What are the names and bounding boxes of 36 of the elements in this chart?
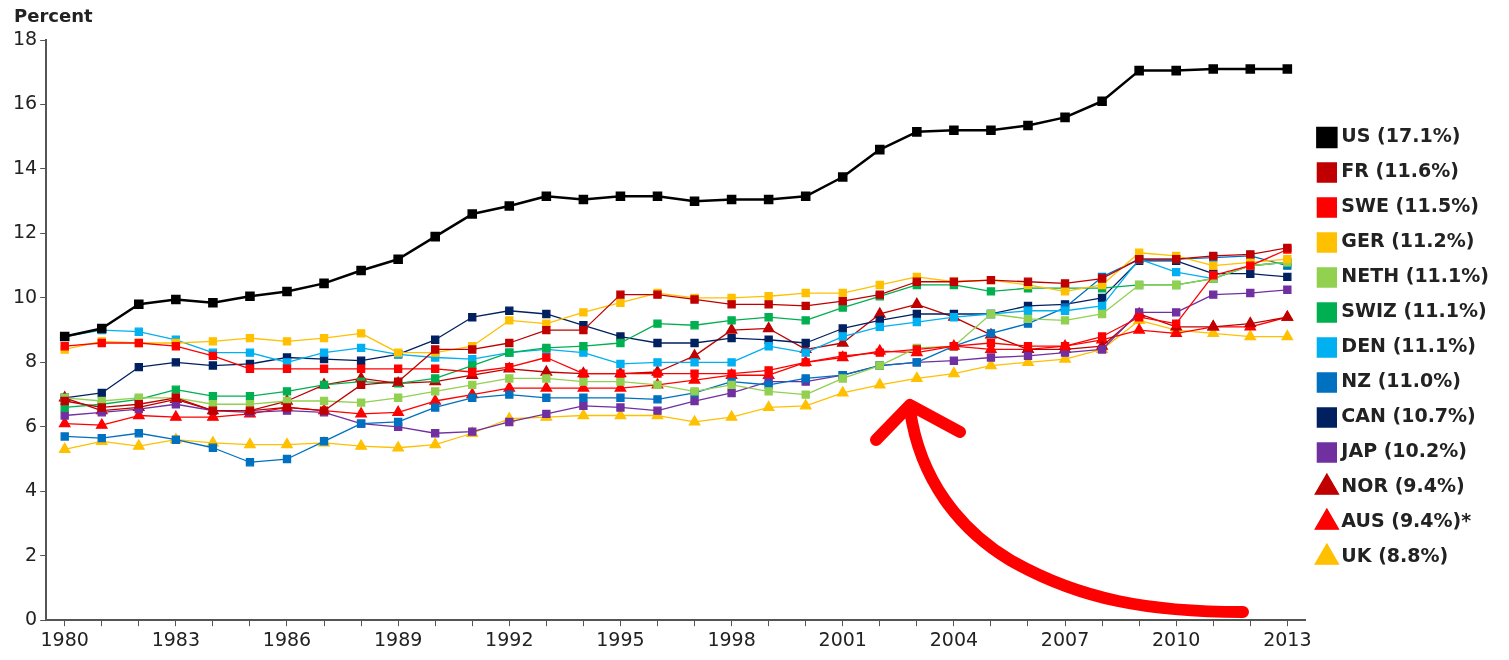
x-tick-label: 1986 bbox=[262, 627, 312, 650]
x-tick-label: 2013 bbox=[1263, 627, 1312, 650]
y-tick-label: 16 bbox=[12, 91, 38, 114]
legend-label: CAN (10.7%) bbox=[1341, 404, 1476, 427]
y-tick-label: 14 bbox=[12, 155, 38, 178]
legend-label: DEN (11.1%) bbox=[1341, 334, 1476, 357]
y-tick-label: 6 bbox=[25, 413, 38, 436]
legend-label: US (17.1%) bbox=[1341, 124, 1461, 147]
y-tick-label: 10 bbox=[12, 284, 38, 307]
y-tick-label: 4 bbox=[25, 478, 38, 501]
x-tick-label: 2001 bbox=[818, 627, 867, 650]
x-tick-label: 1989 bbox=[373, 627, 423, 650]
y-tick-label: 18 bbox=[12, 26, 38, 49]
legend-label: SWIZ (11.1%) bbox=[1341, 299, 1487, 322]
legend-label: NETH (11.1%) bbox=[1341, 264, 1489, 287]
legend-label: FR (11.6%) bbox=[1341, 159, 1459, 182]
legend-label: NOR (9.4%) bbox=[1341, 474, 1465, 497]
legend-label: SWE (11.5%) bbox=[1341, 194, 1479, 217]
x-tick-label: 2004 bbox=[929, 627, 979, 650]
x-tick-label: 1992 bbox=[485, 627, 534, 650]
x-tick-label: 1995 bbox=[596, 627, 645, 650]
y-tick-label: 12 bbox=[12, 220, 38, 243]
legend-label: JAP (10.2%) bbox=[1339, 439, 1467, 462]
y-tick-label: 8 bbox=[25, 349, 38, 372]
x-tick-label: 1983 bbox=[151, 627, 201, 650]
x-tick-label: 1980 bbox=[40, 627, 89, 650]
x-tick-label: 1998 bbox=[707, 627, 756, 650]
y-tick-label: 2 bbox=[25, 542, 38, 565]
legend-label: GER (11.2%) bbox=[1341, 229, 1475, 252]
legend-label: NZ (11.0%) bbox=[1341, 369, 1461, 392]
y-axis-title: Percent bbox=[14, 4, 93, 26]
x-tick-label: 2007 bbox=[1040, 627, 1090, 650]
y-tick-label: 0 bbox=[25, 607, 38, 630]
x-tick-label: 2010 bbox=[1152, 627, 1201, 650]
legend-label: UK (8.8%) bbox=[1341, 544, 1449, 567]
legend-label: AUS (9.4%)* bbox=[1341, 509, 1472, 532]
